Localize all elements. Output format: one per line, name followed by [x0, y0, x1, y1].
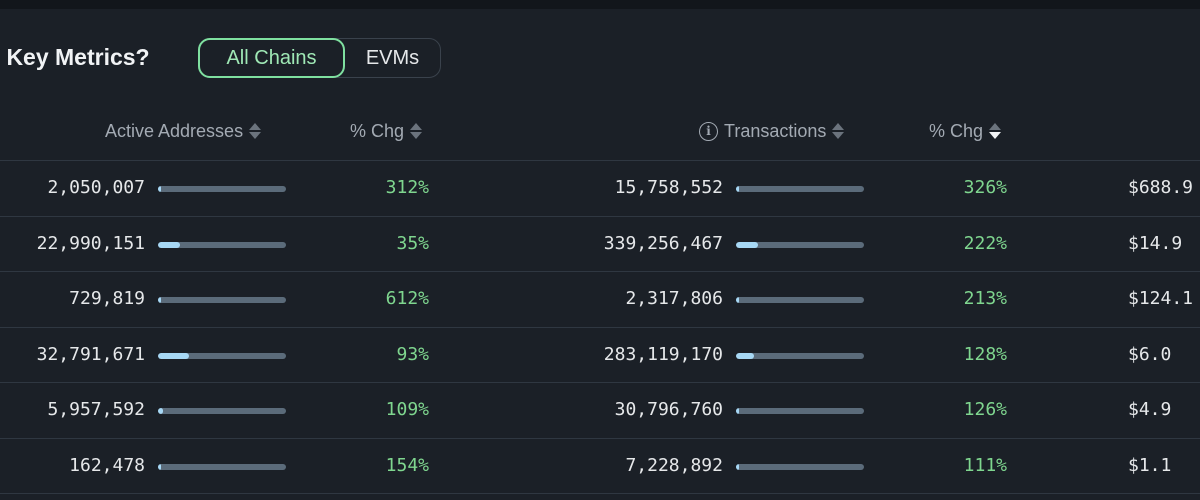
col-label-active-addresses: Active Addresses — [105, 120, 244, 141]
active-addresses-bar-fill — [158, 463, 161, 470]
active-addresses-pct-chg: 154% — [385, 454, 429, 476]
top-bar — [0, 0, 1200, 9]
value-cell: $4.9 — [1128, 399, 1172, 420]
active-addresses-value: 2,050,007 — [47, 177, 145, 198]
col-header-pct-chg-addresses[interactable]: % Chg — [350, 118, 423, 144]
sort-desc-icon[interactable] — [989, 123, 1002, 139]
transactions-value: 283,119,170 — [603, 343, 723, 365]
table-row[interactable]: 2,050,007 312% 15,758,552 326% $688.9 — [0, 161, 1200, 217]
table-row[interactable]: 22,990,151 35% 339,256,467 222% $14.9 — [0, 217, 1200, 272]
active-addresses-value: 22,990,151 — [36, 232, 145, 254]
transactions-value: 7,228,892 — [625, 454, 723, 476]
active-addresses-bar — [158, 352, 286, 359]
transactions-bar-fill — [736, 352, 754, 359]
transactions-pct-chg: 326% — [963, 177, 1007, 198]
header-divider — [0, 160, 1200, 161]
sort-icon[interactable] — [410, 123, 423, 139]
transactions-pct-chg: 111% — [963, 454, 1007, 476]
active-addresses-pct-chg: 109% — [385, 399, 429, 420]
transactions-pct-chg: 222% — [963, 232, 1007, 254]
metrics-table-body: 2,050,007 312% 15,758,552 326% $688.9 22… — [0, 161, 1200, 494]
transactions-bar-fill — [736, 463, 739, 470]
value-cell: $688.9 — [1128, 177, 1194, 198]
transactions-bar — [736, 186, 864, 192]
sort-icon[interactable] — [249, 123, 262, 139]
transactions-bar — [736, 352, 864, 359]
col-header-active-addresses[interactable]: Active Addresses — [105, 118, 262, 144]
section-title: n Key Metrics? — [0, 44, 150, 70]
transactions-value: 339,256,467 — [603, 232, 723, 254]
active-addresses-bar-fill — [158, 241, 180, 248]
active-addresses-value: 729,819 — [69, 288, 145, 309]
col-header-pct-chg-transactions[interactable]: % Chg — [929, 118, 1002, 144]
active-addresses-bar-fill — [158, 408, 164, 414]
table-row[interactable]: 162,478 154% 7,228,892 111% $1.1 — [0, 439, 1200, 494]
chain-filter-toggle: All Chains EVMs — [198, 38, 441, 78]
active-addresses-bar-fill — [158, 186, 161, 192]
active-addresses-bar-fill — [158, 297, 161, 303]
section-header: n Key Metrics? All Chains EVMs — [0, 38, 1200, 78]
table-row[interactable]: 5,957,592 109% 30,796,760 126% $4.9 — [0, 383, 1200, 439]
active-addresses-bar-fill — [158, 352, 189, 359]
transactions-bar-fill — [736, 241, 758, 248]
info-icon[interactable]: i — [699, 121, 718, 141]
transactions-bar — [736, 241, 864, 248]
evms-button[interactable]: EVMs — [365, 46, 420, 69]
table-row[interactable]: 32,791,671 93% 283,119,170 128% $6.0 — [0, 328, 1200, 383]
transactions-bar — [736, 463, 864, 470]
sort-icon[interactable] — [832, 123, 845, 139]
active-addresses-pct-chg: 35% — [396, 232, 429, 254]
value-cell: $124.1 — [1128, 288, 1194, 309]
transactions-bar-fill — [736, 297, 739, 303]
value-cell: $14.9 — [1128, 232, 1183, 254]
active-addresses-bar — [158, 408, 286, 414]
active-addresses-value: 32,791,671 — [36, 343, 145, 365]
active-addresses-bar — [158, 241, 286, 248]
active-addresses-bar — [158, 463, 286, 470]
value-cell: $1.1 — [1128, 454, 1172, 476]
active-addresses-pct-chg: 312% — [385, 177, 429, 198]
active-addresses-bar — [158, 186, 286, 192]
transactions-value: 2,317,806 — [625, 288, 723, 309]
transactions-pct-chg: 213% — [963, 288, 1007, 309]
transactions-value: 15,758,552 — [614, 177, 723, 198]
col-header-transactions[interactable]: i Transactions — [699, 118, 845, 144]
active-addresses-pct-chg: 93% — [396, 343, 429, 365]
transactions-value: 30,796,760 — [614, 399, 723, 420]
all-chains-button[interactable]: All Chains — [198, 38, 345, 78]
transactions-pct-chg: 128% — [963, 343, 1007, 365]
transactions-bar-fill — [736, 186, 739, 192]
active-addresses-value: 162,478 — [69, 454, 145, 476]
table-row[interactable]: 729,819 612% 2,317,806 213% $124.1 — [0, 272, 1200, 328]
active-addresses-value: 5,957,592 — [47, 399, 145, 420]
col-label-pct-chg: % Chg — [929, 120, 984, 141]
transactions-bar — [736, 297, 864, 303]
col-label-transactions: Transactions — [724, 120, 827, 141]
active-addresses-bar — [158, 297, 286, 303]
col-label-pct-chg: % Chg — [350, 120, 405, 141]
transactions-pct-chg: 126% — [963, 399, 1007, 420]
active-addresses-pct-chg: 612% — [385, 288, 429, 309]
transactions-bar — [736, 408, 864, 414]
value-cell: $6.0 — [1128, 343, 1172, 365]
transactions-bar-fill — [736, 408, 739, 414]
